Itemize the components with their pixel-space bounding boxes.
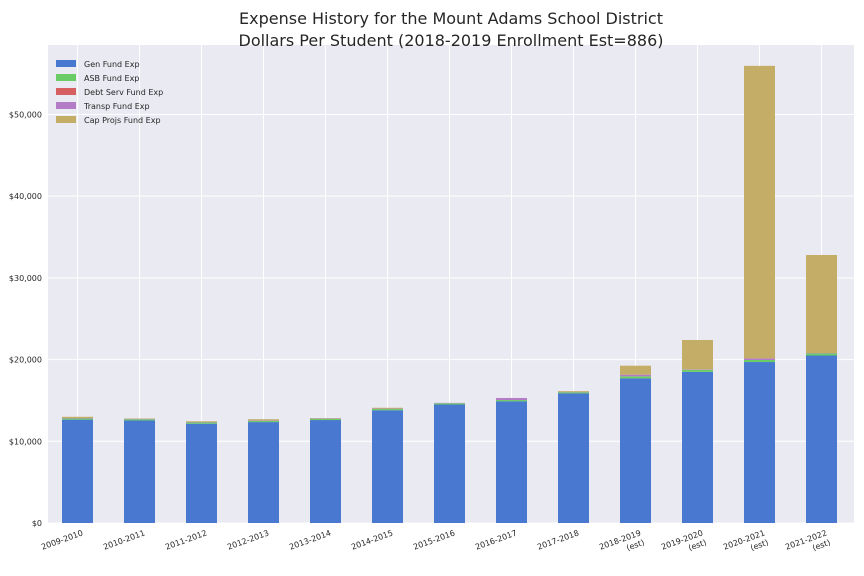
- x-tick-label-line: 2012-2013: [226, 528, 270, 551]
- bar-segment: [682, 369, 713, 372]
- bar-layer: [62, 65, 837, 523]
- bar-segment: [310, 420, 341, 523]
- x-tick-label: 2012-2013: [226, 528, 270, 551]
- bar-segment: [806, 254, 837, 354]
- bar-segment: [806, 355, 837, 523]
- bar-segment: [186, 423, 217, 523]
- legend-label: Transp Fund Exp: [83, 102, 150, 111]
- y-tick-label: $10,000: [9, 437, 42, 446]
- bar-segment: [496, 401, 527, 523]
- bar-segment: [682, 371, 713, 523]
- legend-label: Gen Fund Exp: [84, 60, 140, 69]
- y-tick-labels: $0 $10,000 $20,000 $30,000 $40,000 $50,000: [9, 110, 42, 528]
- x-tick-label-line: 2013-2014: [288, 528, 332, 551]
- bar-segment: [744, 359, 775, 363]
- legend-label: Debt Serv Fund Exp: [84, 88, 163, 97]
- legend-label: Cap Projs Fund Exp: [84, 116, 161, 125]
- x-tick-label: 2020-2021(est): [722, 528, 769, 552]
- bar-segment: [682, 339, 713, 370]
- legend-swatch: [56, 116, 76, 123]
- legend-swatch: [56, 102, 76, 109]
- legend-swatch: [56, 88, 76, 95]
- x-tick-label: 2016-2017: [474, 528, 518, 551]
- bar-segment: [558, 393, 589, 523]
- bar-segment: [248, 420, 279, 423]
- x-tick-label: 2015-2016: [412, 528, 456, 551]
- bar-segment: [62, 416, 93, 419]
- bar-segment: [496, 400, 527, 402]
- chart-subtitle: Dollars Per Student (2018-2019 Enrollmen…: [239, 31, 664, 50]
- x-tick-labels: 2009-2010 2010-2011 2011-2012 2012-2013 2013…: [40, 528, 831, 552]
- y-tick-label: $40,000: [9, 192, 42, 201]
- y-tick-label: $0: [32, 519, 42, 528]
- bar-segment: [744, 358, 775, 360]
- x-tick-label-line: 2009-2010: [40, 528, 84, 551]
- bar-segment: [124, 419, 155, 421]
- bar-segment: [496, 397, 527, 401]
- x-tick-label: 2021-2022(est): [784, 528, 831, 552]
- legend-label: ASB Fund Exp: [84, 74, 139, 83]
- bar-segment: [372, 409, 403, 411]
- bar-segment: [620, 374, 651, 377]
- bar-segment: [372, 407, 403, 409]
- legend-swatch: [56, 60, 76, 67]
- legend: Gen Fund Exp ASB Fund Exp Debt Serv Fund E…: [56, 60, 163, 125]
- x-tick-label-line: 2016-2017: [474, 528, 518, 551]
- x-tick-label: 2019-2020(est): [660, 528, 707, 552]
- bar-segment: [434, 404, 465, 523]
- bar-segment: [558, 392, 589, 394]
- bar-segment: [620, 365, 651, 375]
- bar-segment: [124, 420, 155, 523]
- y-tick-label: $20,000: [9, 356, 42, 365]
- bar-segment: [372, 410, 403, 523]
- chart-title: Expense History for the Mount Adams Scho…: [239, 9, 663, 28]
- x-tick-label-line: 2017-2018: [536, 528, 580, 551]
- x-tick-label-line: 2015-2016: [412, 528, 456, 551]
- bar-segment: [620, 376, 651, 379]
- bar-segment: [248, 422, 279, 523]
- x-tick-label-line: 2014-2015: [350, 528, 394, 551]
- x-tick-label: 2013-2014: [288, 528, 332, 551]
- bar-segment: [558, 391, 589, 392]
- bar-segment: [62, 418, 93, 420]
- x-tick-label: 2011-2012: [164, 528, 208, 551]
- y-tick-label: $50,000: [9, 110, 42, 119]
- x-tick-label: 2010-2011: [102, 528, 146, 551]
- bar-segment: [310, 418, 341, 421]
- x-tick-label: 2017-2018: [536, 528, 580, 551]
- bar-segment: [434, 403, 465, 405]
- bar-segment: [744, 65, 775, 359]
- bar-segment: [62, 419, 93, 523]
- x-tick-label-line: 2011-2012: [164, 528, 208, 551]
- y-tick-label: $30,000: [9, 274, 42, 283]
- bar-segment: [186, 422, 217, 424]
- bar-segment: [744, 362, 775, 523]
- legend-swatch: [56, 74, 76, 81]
- x-tick-label-line: 2010-2011: [102, 528, 146, 551]
- bar-segment: [248, 419, 279, 421]
- x-tick-label: 2009-2010: [40, 528, 84, 551]
- bar-segment: [620, 378, 651, 523]
- bar-segment: [806, 353, 837, 356]
- bar-segment: [186, 421, 217, 423]
- x-tick-label: 2018-2019(est): [598, 528, 645, 552]
- x-tick-label: 2014-2015: [350, 528, 394, 551]
